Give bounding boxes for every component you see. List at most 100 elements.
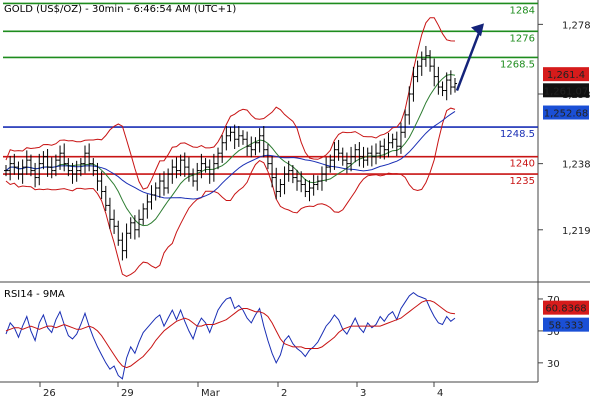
candle [166, 168, 171, 194]
candle [120, 232, 125, 261]
x-tick-label-0: 26 [43, 388, 56, 399]
candle [374, 143, 379, 165]
candle [41, 151, 46, 170]
candle [33, 162, 38, 188]
candle [45, 149, 50, 177]
rsi-badge-1: 58.333 [543, 317, 589, 332]
rsi-tick-label-1: 50 [547, 327, 560, 338]
candle [311, 174, 316, 196]
price-tick-label-2: 1,238 [562, 160, 590, 171]
candle [390, 133, 395, 149]
candle [444, 72, 449, 101]
candle [191, 168, 196, 187]
level-label-5: 1235 [510, 176, 535, 187]
candle [295, 169, 300, 191]
candle [415, 60, 420, 83]
candle [394, 131, 399, 156]
candle [112, 209, 117, 234]
candle [307, 180, 312, 202]
candle [12, 153, 17, 175]
candle [436, 66, 441, 95]
candle [257, 128, 262, 153]
candle [274, 167, 279, 200]
level-label-4: 1240 [510, 159, 535, 170]
candle [245, 131, 250, 156]
candle [278, 178, 283, 198]
candle [199, 153, 204, 179]
upper-band [5, 17, 456, 190]
candle [315, 175, 320, 191]
candle [361, 146, 366, 168]
candle [403, 109, 408, 138]
level-label-0: 1284 [510, 5, 535, 16]
candle [78, 158, 83, 177]
candle [290, 165, 295, 184]
candle [386, 132, 391, 158]
rsi-title: RSI14 - 9MA [4, 289, 65, 300]
trend-arrow-shaft [455, 29, 482, 91]
candle [137, 209, 142, 238]
candle [353, 144, 358, 163]
candle [49, 157, 54, 179]
candle [124, 223, 129, 259]
candle [20, 159, 25, 184]
svg-text:60.8368: 60.8368 [545, 304, 586, 315]
candle [340, 147, 345, 166]
candle [4, 165, 8, 177]
candle [378, 140, 383, 159]
candle [228, 126, 233, 142]
x-tick-label-2: Mar [201, 388, 221, 399]
candle [128, 217, 133, 239]
candle [282, 166, 287, 195]
candle [240, 130, 245, 145]
candle [103, 185, 108, 211]
candle [99, 171, 104, 200]
candle [328, 154, 333, 173]
candle [37, 153, 42, 186]
candle [116, 220, 121, 246]
candle [95, 162, 100, 191]
price-panel [3, 0, 538, 282]
candle [207, 159, 212, 184]
candle [428, 50, 433, 72]
rsi-tick-label-2: 30 [547, 359, 560, 370]
svg-text:1,252.68: 1,252.68 [544, 109, 589, 120]
candle [145, 194, 150, 219]
candle [28, 154, 33, 177]
candle [419, 51, 424, 76]
candle [253, 137, 258, 156]
candle [203, 158, 208, 173]
price-chart-title: GOLD (US$/OZ) - 30min - 6:46:54 AM (UTC+… [4, 4, 236, 15]
candle [178, 154, 183, 177]
svg-text:58.333: 58.333 [549, 321, 584, 332]
candle [265, 144, 270, 170]
candle [357, 142, 362, 167]
x-tick-label-1: 29 [121, 388, 134, 399]
candle [299, 171, 304, 193]
candle [24, 150, 29, 175]
candle [211, 153, 216, 182]
candle [16, 161, 21, 180]
candle [382, 138, 387, 160]
candle [349, 146, 354, 172]
price-tick-label-0: 1,278 [562, 20, 590, 31]
x-tick-label-5: 4 [437, 388, 443, 399]
candle [170, 159, 175, 184]
candle [336, 139, 341, 161]
candle [62, 143, 67, 172]
candle [448, 70, 453, 95]
candle [8, 155, 13, 181]
candle [149, 185, 154, 210]
candle [261, 126, 266, 158]
candle [440, 81, 445, 97]
rsi-ma-line [5, 300, 456, 369]
candle [224, 126, 229, 151]
candle [365, 147, 370, 166]
candle [423, 45, 428, 67]
candle [332, 142, 337, 170]
candle [232, 124, 237, 150]
level-label-2: 1268.5 [500, 59, 535, 70]
candle [319, 166, 324, 191]
candle [216, 147, 221, 170]
level-label-1: 1276 [510, 33, 535, 44]
